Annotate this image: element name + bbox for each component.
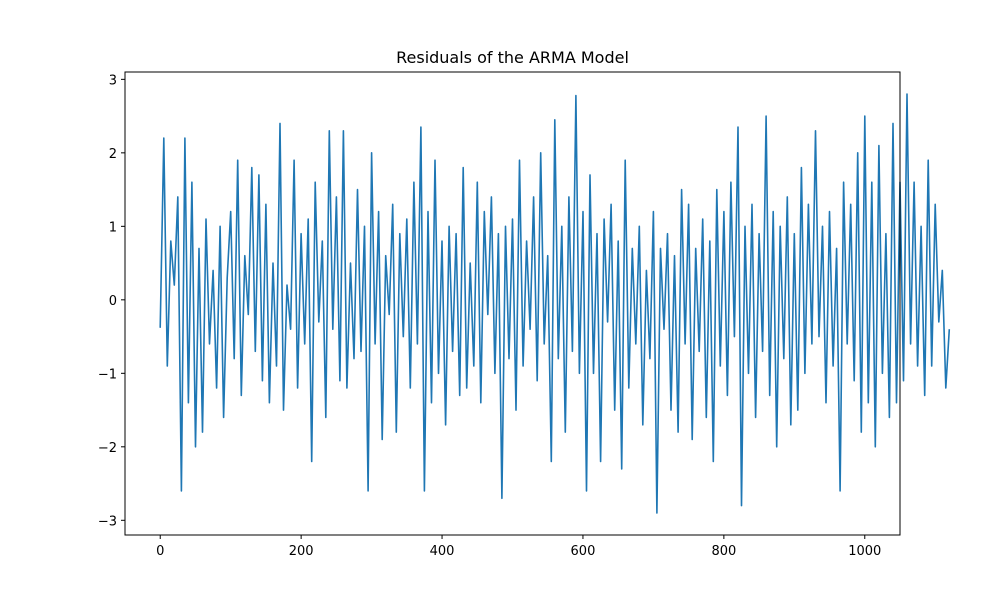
- x-tick-label: 1000: [848, 544, 881, 559]
- y-tick-label: −1: [98, 367, 117, 382]
- y-tick-label: 1: [109, 220, 117, 235]
- y-tick-label: −2: [98, 441, 117, 456]
- x-tick-label: 800: [711, 544, 736, 559]
- y-axis: −3 −2 −1 0 1 2 3: [98, 73, 125, 529]
- chart-title: Residuals of the ARMA Model: [396, 48, 629, 67]
- y-tick-label: 2: [109, 147, 117, 162]
- y-tick-label: 3: [109, 73, 117, 88]
- series-line-0: [159, 93, 951, 514]
- axes-frame: [124, 71, 901, 536]
- y-tick-label: 0: [109, 294, 117, 309]
- x-tick-label: 600: [571, 544, 596, 559]
- plot-area: [159, 93, 951, 514]
- y-tick-label: −3: [98, 514, 117, 529]
- x-axis: 0 200 400 600 800 1000: [156, 535, 881, 559]
- x-tick-label: 0: [156, 544, 164, 559]
- x-tick-label: 200: [289, 544, 314, 559]
- x-tick-label: 400: [430, 544, 455, 559]
